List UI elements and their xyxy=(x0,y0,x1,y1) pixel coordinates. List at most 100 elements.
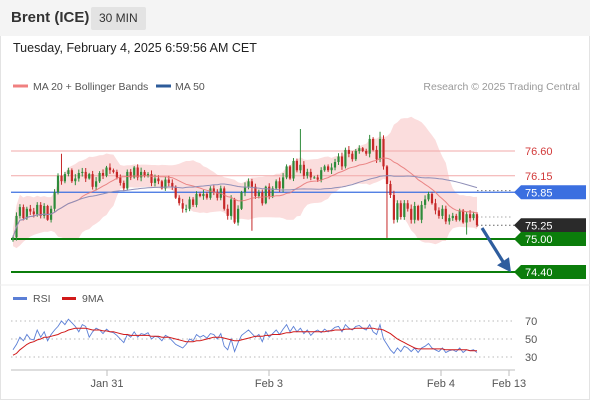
rsi-legend-swatch xyxy=(13,297,27,300)
candle-body xyxy=(29,208,32,212)
candle-body xyxy=(237,208,240,223)
candle-body xyxy=(472,214,475,219)
candle-body xyxy=(403,203,406,217)
ma50-legend-swatch xyxy=(156,84,171,88)
candle-body xyxy=(375,149,378,160)
candle-body xyxy=(143,171,146,176)
level-badge-75.85 xyxy=(514,185,586,200)
candle-body xyxy=(56,175,60,193)
ma20-legend-swatch xyxy=(13,84,28,88)
candle-body xyxy=(115,171,118,178)
timestamp-label: Tuesday, February 4, 2025 6:59:56 AM CET xyxy=(13,41,257,55)
interval-button[interactable]: 30 MIN xyxy=(91,7,146,30)
candle-body xyxy=(22,207,25,219)
candle-body xyxy=(437,210,440,216)
candle-body xyxy=(164,179,167,189)
forecast-arrow-head xyxy=(497,257,511,273)
candle-body xyxy=(451,215,454,219)
candle-body xyxy=(313,177,316,179)
copyright-label: Research © 2025 Trading Central xyxy=(423,81,580,93)
candle-body xyxy=(136,167,139,178)
candle-body xyxy=(351,153,354,160)
candle-body xyxy=(458,210,461,220)
candle-body xyxy=(378,138,382,160)
candle-body xyxy=(271,188,274,197)
candle-body xyxy=(95,181,98,187)
level-label-75.25: 75.25 xyxy=(525,220,553,232)
candle-body xyxy=(430,193,434,204)
ma20-legend-label: MA 20 + Bollinger Bands xyxy=(33,81,148,93)
candle-body xyxy=(275,181,278,189)
candle-body xyxy=(337,156,340,162)
candle-body xyxy=(250,181,253,187)
ma50-line xyxy=(12,175,478,238)
candle-body xyxy=(320,170,323,180)
candle-body xyxy=(146,174,150,176)
ma50-legend-label: MA 50 xyxy=(175,81,205,93)
candle-body xyxy=(192,199,195,205)
candle-body xyxy=(70,170,73,182)
candle-body xyxy=(81,171,84,173)
candle-body xyxy=(32,211,35,215)
candle-body xyxy=(223,188,226,209)
candle-body xyxy=(282,177,285,189)
candle-body xyxy=(368,138,371,154)
candle-body xyxy=(43,206,46,216)
candle-body xyxy=(396,203,399,220)
candle-body xyxy=(119,177,122,183)
candle-body xyxy=(140,171,143,178)
rsi-tick-50: 50 xyxy=(525,334,537,346)
candle-body xyxy=(88,174,91,179)
candle-body xyxy=(105,167,108,176)
candle-body xyxy=(389,184,392,195)
candle-body xyxy=(181,203,184,209)
candle-body xyxy=(63,174,66,182)
candle-body xyxy=(406,203,409,209)
candle-body xyxy=(309,171,312,178)
candle-body xyxy=(261,192,264,204)
candle-body xyxy=(316,177,319,180)
candle-body xyxy=(112,170,115,172)
candle-body xyxy=(185,208,188,210)
candle-body xyxy=(60,175,63,182)
candle-body xyxy=(122,182,125,189)
candle-body xyxy=(133,167,136,178)
candle-body xyxy=(327,166,330,171)
candle-body xyxy=(278,181,281,189)
candle-body xyxy=(230,199,233,216)
time-tick-label: Jan 31 xyxy=(90,378,123,390)
level-badge-74.40 xyxy=(514,265,586,279)
candle-body xyxy=(157,178,160,182)
candle-body xyxy=(413,206,416,220)
rsi-ma-legend-label: 9MA xyxy=(82,293,104,305)
candle-body xyxy=(11,237,15,241)
candle-body xyxy=(212,188,215,193)
candle-body xyxy=(178,197,181,204)
forecast-arrow-shaft xyxy=(480,227,506,265)
candle-body xyxy=(424,199,427,205)
candle-body xyxy=(475,214,479,226)
candle-body xyxy=(77,173,80,179)
candle-body xyxy=(444,208,447,222)
candle-body xyxy=(150,174,153,183)
candle-body xyxy=(209,188,212,198)
candle-body xyxy=(226,208,229,216)
candle-body xyxy=(247,181,250,187)
candle-body xyxy=(174,186,177,198)
candle-body xyxy=(74,178,77,182)
candle-body xyxy=(126,171,129,189)
candle-body xyxy=(347,149,350,154)
rsi-tick-70: 70 xyxy=(525,316,537,328)
level-label-75.00: 75.00 xyxy=(525,234,553,246)
rsi-line xyxy=(12,318,478,355)
level-badge-75.00 xyxy=(514,232,586,246)
time-tick-label: Feb 3 xyxy=(255,378,283,390)
candle-body xyxy=(448,218,451,222)
candle-body xyxy=(195,193,198,205)
candle-body xyxy=(295,160,298,171)
candle-body xyxy=(84,171,87,179)
level-label-74.40: 74.40 xyxy=(525,267,553,279)
candle-body xyxy=(441,208,444,216)
level-label-76.60: 76.60 xyxy=(525,146,553,158)
candle-body xyxy=(323,166,326,171)
